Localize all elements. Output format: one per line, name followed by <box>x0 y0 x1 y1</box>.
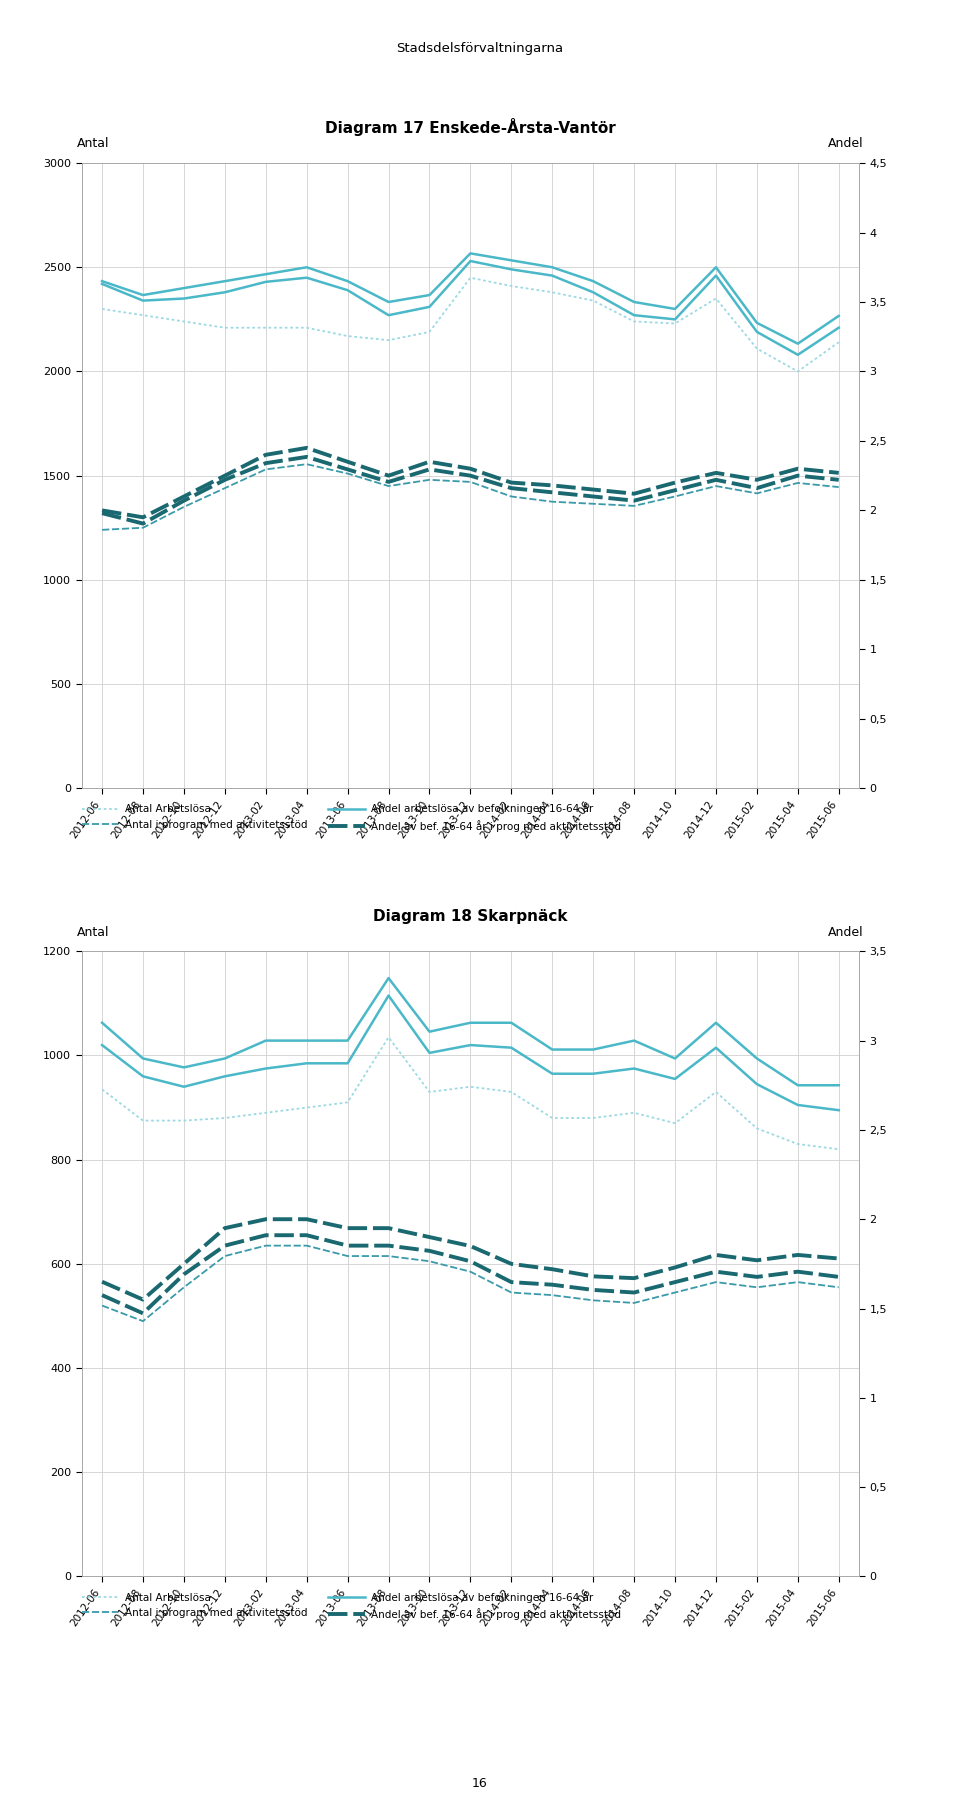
Text: Stadsdelsförvaltningarna: Stadsdelsförvaltningarna <box>396 42 564 54</box>
Text: Antal: Antal <box>77 926 109 939</box>
Text: Andel: Andel <box>828 138 864 150</box>
Text: 16: 16 <box>472 1778 488 1790</box>
Legend: Antal Arbetslösa, Antal i program med aktivitetsstöd, Andel arbetslösa av befolk: Antal Arbetslösa, Antal i program med ak… <box>82 1591 621 1620</box>
Text: Antal: Antal <box>77 138 109 150</box>
Legend: Antal Arbetslösa, Antal i program med aktivitetsstöd, Andel arbetslösa av befolk: Antal Arbetslösa, Antal i program med ak… <box>82 803 621 832</box>
Text: Andel: Andel <box>828 926 864 939</box>
Title: Diagram 17 Enskede-Årsta-Vantör: Diagram 17 Enskede-Årsta-Vantör <box>325 118 615 136</box>
Title: Diagram 18 Skarpnäck: Diagram 18 Skarpnäck <box>373 910 567 924</box>
